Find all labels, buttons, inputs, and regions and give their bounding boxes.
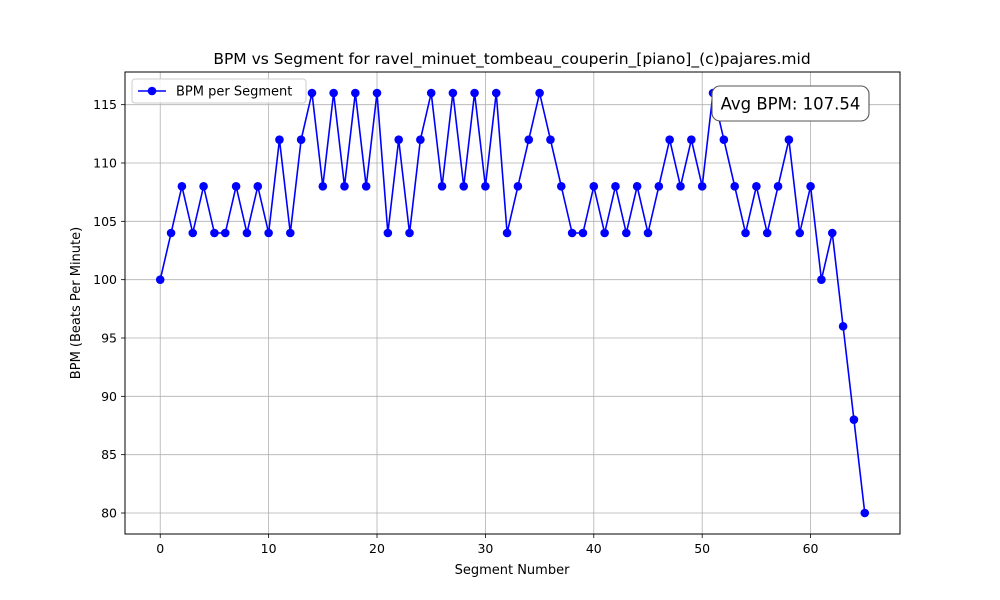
data-point (817, 275, 826, 284)
data-point (296, 135, 306, 144)
data-point (611, 182, 620, 191)
data-point (600, 228, 609, 238)
data-point (210, 228, 219, 238)
data-point (242, 228, 252, 238)
avg-bpm-text: Avg BPM: 107.54 (721, 95, 861, 114)
plot-frame (124, 71, 901, 535)
data-point (730, 182, 740, 191)
data-point (481, 182, 490, 191)
data-point (340, 182, 349, 191)
data-point (199, 182, 208, 191)
data-point (264, 228, 273, 238)
avg-bpm-box (711, 85, 870, 122)
data-point (676, 182, 685, 191)
data-point (762, 228, 772, 238)
data-point (524, 135, 534, 144)
data-point (275, 135, 284, 144)
data-point (426, 88, 436, 98)
x-tick-label: 10 (261, 541, 277, 556)
data-point (697, 182, 707, 191)
data-point (687, 135, 696, 144)
y-tick-label: 110 (93, 156, 117, 171)
data-point (567, 228, 577, 238)
data-point (719, 135, 729, 144)
x-tick-label: 40 (586, 541, 602, 556)
y-tick-label: 80 (101, 506, 117, 521)
data-point (470, 88, 479, 98)
data-point (220, 228, 230, 238)
data-point (589, 182, 599, 191)
data-point (773, 182, 783, 191)
legend-marker-swatch (147, 86, 157, 96)
data-point (632, 182, 642, 191)
data-point (849, 415, 859, 424)
data-point (188, 228, 198, 238)
data-point (437, 182, 447, 191)
data-point (827, 228, 837, 238)
y-axis-label: BPM (Beats Per Minute) (69, 227, 84, 379)
data-point (665, 135, 674, 144)
x-tick-label: 30 (477, 541, 493, 556)
data-point (556, 182, 566, 191)
data-point (351, 88, 360, 98)
y-tick-label: 100 (93, 272, 117, 287)
data-point (318, 182, 328, 191)
y-tick-label: 105 (93, 214, 117, 229)
series-line (159, 92, 866, 514)
data-point (860, 508, 870, 518)
data-point (405, 228, 414, 238)
data-point (654, 182, 664, 191)
data-point (372, 88, 382, 98)
data-point (491, 88, 501, 98)
data-point (578, 228, 588, 238)
data-point (155, 275, 165, 284)
data-point (231, 182, 241, 191)
legend-label: BPM per Segment (176, 85, 292, 100)
data-point (448, 88, 458, 98)
data-point (513, 182, 523, 191)
data-point (253, 182, 263, 191)
data-point (784, 135, 794, 144)
legend-box (131, 78, 307, 104)
axis-ticks: 0 10 20 30 40 50 60 80 85 90 95 100 105 110 115 (93, 97, 818, 556)
grid-lines (125, 72, 900, 534)
chart-title: BPM vs Segment for ravel_minuet_tombeau_… (213, 50, 810, 69)
x-tick-label: 50 (694, 541, 710, 556)
data-point (329, 88, 338, 98)
data-point (394, 135, 403, 144)
x-axis-label: Segment Number (455, 563, 571, 578)
data-point (535, 88, 544, 98)
legend: BPM per Segment (131, 78, 307, 104)
x-tick-label: 0 (156, 541, 164, 556)
data-point (416, 135, 425, 144)
series-bpm-per-segment (155, 88, 870, 518)
data-point (838, 322, 848, 331)
y-tick-label: 85 (101, 447, 117, 462)
data-point (795, 228, 805, 238)
x-tick-label: 60 (803, 541, 819, 556)
data-point (361, 182, 371, 191)
data-point (307, 88, 317, 98)
data-point (622, 228, 631, 238)
data-point (643, 228, 653, 238)
x-tick-label: 20 (369, 541, 385, 556)
data-point (166, 228, 176, 238)
data-point (741, 228, 750, 238)
data-point (806, 182, 815, 191)
data-point (383, 228, 393, 238)
data-point (459, 182, 469, 191)
data-point (177, 182, 187, 191)
y-tick-label: 90 (101, 389, 117, 404)
data-point (752, 182, 761, 191)
data-point (285, 228, 295, 238)
y-tick-label: 95 (101, 331, 117, 346)
data-point (502, 228, 512, 238)
avg-bpm-annotation: Avg BPM: 107.54 (711, 85, 870, 122)
data-point (546, 135, 555, 144)
y-tick-label: 115 (93, 97, 117, 112)
